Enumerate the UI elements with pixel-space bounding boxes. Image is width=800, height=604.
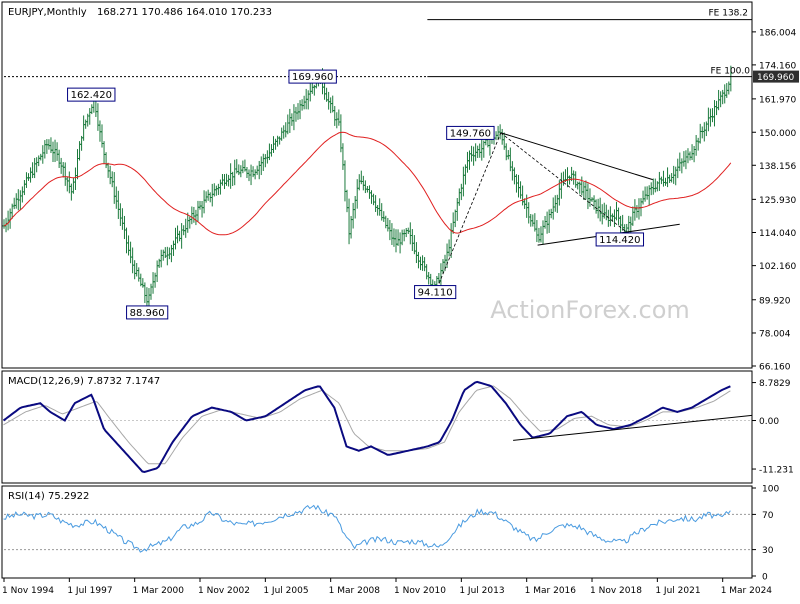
macd-signal-line: [3, 385, 731, 465]
rsi-layer: 100 70 30 0: [3, 485, 779, 583]
x-tick-label: 1 Nov 2002: [198, 586, 250, 596]
price-annotation: 114.420: [595, 232, 645, 247]
current-price-label: 169.960: [757, 73, 794, 83]
x-tick-label: 1 Nov 2010: [394, 586, 446, 596]
rsi-panel-frame: [1, 485, 753, 579]
macd-y-tick-label: 0.00: [759, 417, 779, 427]
price-title: EURJPY,Monthly: [8, 7, 87, 18]
price-y-tick-label: 114.040: [759, 229, 796, 239]
x-tick-label: 1 Nov 2018: [590, 586, 642, 596]
x-tick-label: 1 Jul 2005: [263, 586, 308, 596]
macd-layer: 8.7829 0.00 -11.231: [2, 379, 794, 476]
price-axis: 186.004 174.160 161.970 150.000 138.156 125.9…: [752, 28, 799, 373]
fe-100-label: FE 100.0: [711, 67, 751, 77]
price-annotation-label: 88.960: [130, 308, 165, 319]
macd-trendline: [513, 414, 753, 441]
price-y-tick-label: 125.930: [759, 196, 796, 206]
price-y-tick-label: 89.920: [759, 296, 791, 306]
x-tick-label: 1 Nov 1994: [2, 586, 54, 596]
price-y-tick-label: 161.970: [759, 95, 796, 105]
price-annotation-label: 162.420: [71, 90, 112, 101]
ohlc-values: 168.271 170.486 164.010 170.233: [97, 7, 272, 18]
price-annotation: 169.960: [288, 69, 337, 84]
x-tick-label: 1 Jul 1997: [67, 586, 112, 596]
price-y-tick-label: 78.004: [759, 329, 791, 339]
rsi-title: RSI(14) 75.2922: [8, 491, 89, 502]
macd-y-tick-label: -11.231: [759, 466, 794, 476]
price-bars: [2, 65, 733, 307]
x-tick-label: 1 Mar 2016: [525, 586, 577, 596]
price-y-tick-label: 138.156: [759, 162, 796, 172]
rsi-line: [3, 504, 731, 553]
price-annotation-label: 169.960: [292, 72, 333, 83]
price-overlay: FE 138.2 FE 100.0 162.420 88.960 169.960 94.1…: [3, 9, 752, 320]
x-tick-label: 1 Mar 2008: [329, 586, 381, 596]
price-y-tick-label: 186.004: [759, 28, 796, 38]
macd-panel-frame: [1, 370, 753, 484]
rsi-y-tick-label: 100: [762, 485, 779, 495]
price-y-tick-label: 102.160: [759, 262, 796, 272]
fe-138-label: FE 138.2: [709, 9, 749, 19]
moving-average-line: [3, 131, 732, 236]
fib-dashed-leg-1: [436, 132, 502, 289]
rsi-y-tick-label: 70: [762, 511, 774, 521]
price-y-tick-label: 174.160: [759, 61, 796, 71]
price-annotation: 88.960: [126, 305, 169, 320]
x-tick-label: 1 Jul 2021: [655, 586, 700, 596]
rsi-y-tick-label: 0: [762, 573, 768, 583]
price-annotation-label: 114.420: [599, 235, 640, 246]
price-bar: [729, 65, 733, 92]
x-tick-label: 1 Mar 2000: [133, 586, 185, 596]
fib-dashed-leg-2: [500, 132, 627, 232]
price-y-tick-label: 66.160: [759, 363, 791, 373]
x-tick-label: 1 Mar 2024: [721, 586, 773, 596]
macd-title: MACD(12,26,9) 7.8732 7.1747: [8, 376, 160, 387]
price-annotation: 162.420: [67, 87, 116, 102]
watermark: ActionForex.com: [490, 296, 690, 324]
macd-y-tick-label: 8.7829: [759, 379, 791, 389]
rsi-y-tick-label: 30: [762, 546, 774, 556]
price-annotation: 149.760: [446, 125, 495, 140]
price-y-tick-label: 150.000: [759, 129, 796, 139]
price-annotation: 94.110: [414, 285, 457, 300]
x-tick-label: 1 Jul 2013: [459, 586, 504, 596]
price-panel-frame: [1, 1, 753, 369]
current-price-badge: 169.960: [753, 70, 799, 83]
price-annotation-label: 149.760: [450, 128, 491, 139]
x-axis: 1 Nov 1994 1 Jul 1997 1 Mar 2000 1 Nov 2002…: [2, 578, 772, 596]
macd-line: [2, 380, 731, 474]
price-annotation-label: 94.110: [418, 288, 453, 299]
falling-trendline: [500, 132, 653, 181]
